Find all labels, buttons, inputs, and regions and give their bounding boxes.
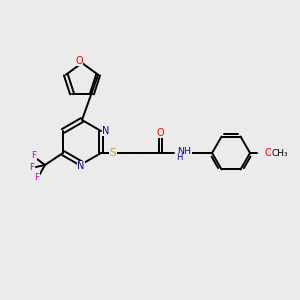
Text: CH₃: CH₃ (272, 148, 288, 158)
Text: F: F (32, 152, 37, 160)
Text: O: O (264, 148, 272, 158)
Text: N: N (102, 126, 110, 136)
Text: H: H (176, 154, 182, 163)
Text: O: O (156, 128, 164, 138)
Text: S: S (110, 148, 116, 158)
Text: F: F (29, 163, 34, 172)
Text: N: N (77, 161, 85, 171)
Text: F: F (34, 172, 40, 182)
Text: O: O (75, 56, 83, 66)
Text: NH: NH (177, 148, 191, 157)
